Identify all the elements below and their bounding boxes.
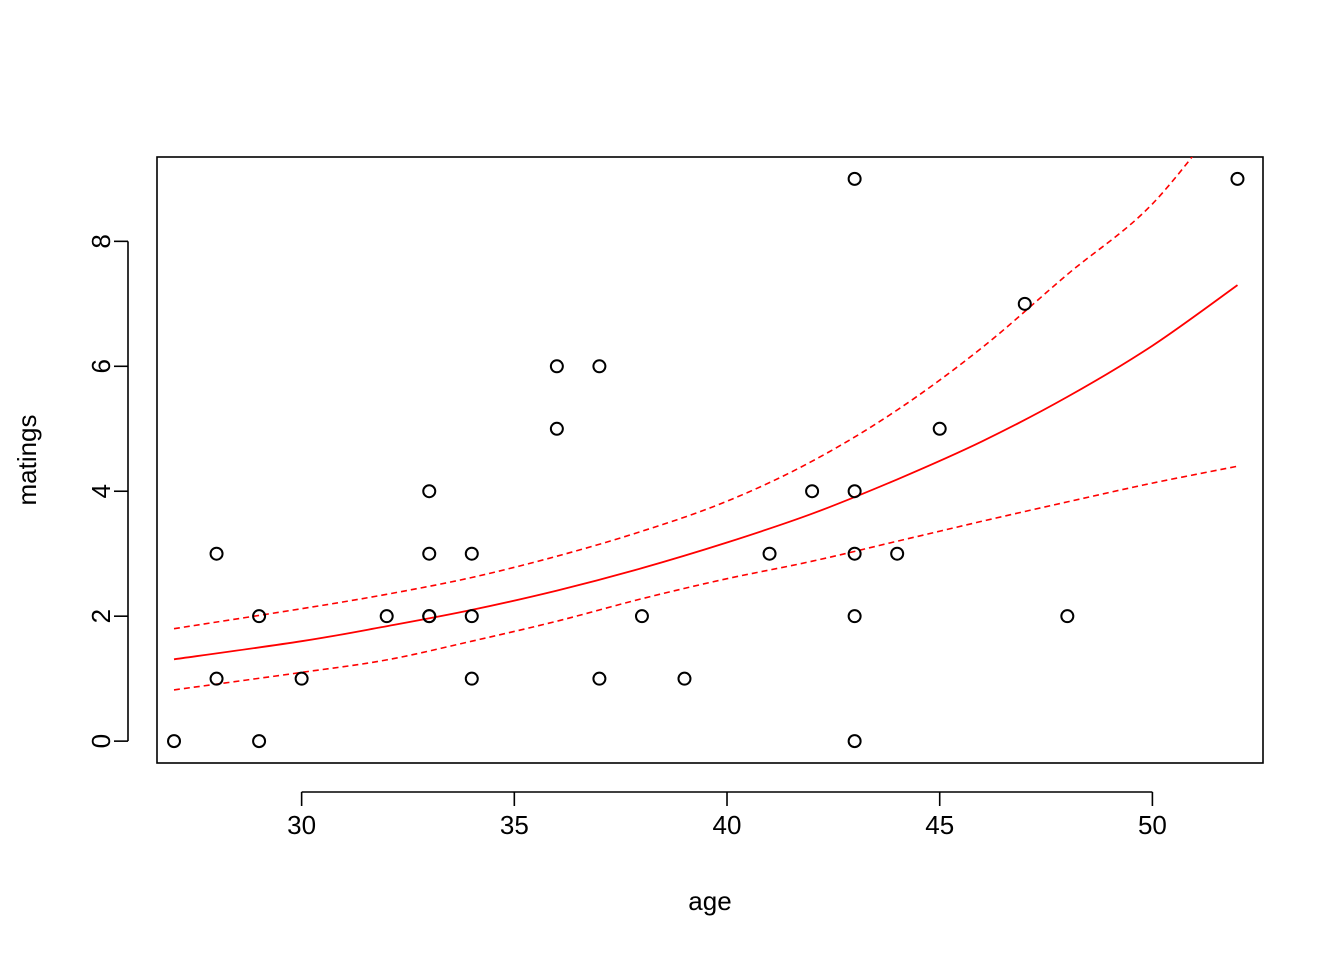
data-point <box>422 609 437 624</box>
confidence-bands <box>173 157 1238 691</box>
data-point <box>847 609 862 624</box>
x-axis-title: age <box>688 886 731 916</box>
x-tick-label: 30 <box>287 810 316 840</box>
data-point <box>379 609 394 624</box>
data-point <box>847 546 862 561</box>
data-point <box>890 546 905 561</box>
data-point <box>634 609 649 624</box>
data-point <box>805 484 820 499</box>
data-point <box>252 734 267 749</box>
data-point <box>464 609 479 624</box>
y-tick-label: 4 <box>86 484 116 498</box>
x-tick-label: 40 <box>713 810 742 840</box>
y-axis-title: matings <box>12 414 42 505</box>
lower-band-line <box>173 465 1238 691</box>
data-point <box>422 484 437 499</box>
data-point <box>167 734 182 749</box>
x-tick-label: 45 <box>925 810 954 840</box>
x-tick-label: 35 <box>500 810 529 840</box>
y-tick-label: 8 <box>86 234 116 248</box>
data-point <box>1230 171 1245 186</box>
y-axis: 0 2 4 6 8 <box>86 234 129 748</box>
data-point <box>592 359 607 374</box>
data-point <box>932 421 947 436</box>
data-point <box>847 171 862 186</box>
data-point <box>1017 296 1032 311</box>
plot-area-frame <box>156 156 1264 764</box>
data-point <box>847 734 862 749</box>
data-point <box>1060 609 1075 624</box>
data-point <box>464 546 479 561</box>
data-point <box>294 671 309 686</box>
data-point <box>464 671 479 686</box>
data-point <box>762 546 777 561</box>
data-point <box>209 546 224 561</box>
y-tick-label: 6 <box>86 359 116 373</box>
data-point <box>549 421 564 436</box>
data-point <box>209 671 224 686</box>
data-point <box>422 546 437 561</box>
upper-band-line <box>173 157 1194 630</box>
data-point <box>592 671 607 686</box>
y-tick-label: 0 <box>86 734 116 748</box>
data-point <box>549 359 564 374</box>
data-point <box>252 609 267 624</box>
x-tick-label: 50 <box>1138 810 1167 840</box>
fitted-curve <box>173 284 1239 661</box>
fit-line <box>173 284 1239 661</box>
data-point <box>677 671 692 686</box>
data-point <box>847 484 862 499</box>
data-points <box>167 171 1245 749</box>
x-axis: 30 35 40 45 50 <box>287 791 1167 840</box>
y-tick-label: 2 <box>86 609 116 623</box>
